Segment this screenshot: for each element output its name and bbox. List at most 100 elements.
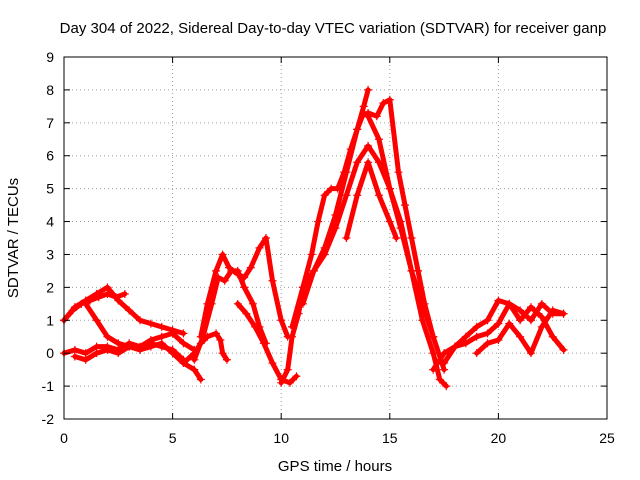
data-point-marker — [125, 306, 134, 315]
data-series-trace-3 — [81, 299, 205, 384]
data-point-marker — [429, 365, 438, 374]
data-point-marker — [277, 378, 286, 387]
data-point-marker — [526, 316, 535, 325]
x-axis-title: GPS time / hours — [278, 458, 392, 475]
data-point-marker — [292, 372, 301, 381]
y-tick-label: 5 — [46, 181, 54, 197]
data-point-marker — [372, 112, 381, 121]
data-series-trace-7 — [196, 234, 292, 341]
data-series-trace-2 — [60, 283, 188, 338]
data-point-marker — [103, 332, 112, 341]
data-point-marker — [307, 250, 316, 259]
data-point-marker — [442, 382, 451, 391]
data-point-marker — [385, 184, 394, 193]
data-point-marker — [125, 342, 134, 351]
data-point-marker — [353, 158, 362, 167]
data-point-marker — [92, 289, 101, 298]
data-point-marker — [435, 375, 444, 384]
data-point-marker — [429, 349, 438, 358]
data-series-trace-14 — [364, 95, 438, 341]
data-point-marker — [81, 299, 90, 308]
data-layer — [60, 85, 568, 391]
data-point-marker — [268, 359, 277, 368]
data-point-marker — [114, 349, 123, 358]
data-point-marker — [392, 234, 401, 242]
data-point-marker — [114, 296, 123, 305]
y-tick-label: -1 — [42, 378, 55, 394]
data-point-marker — [516, 306, 525, 315]
data-point-marker — [233, 266, 242, 275]
data-point-marker — [277, 316, 286, 325]
y-tick-label: 0 — [46, 345, 54, 361]
y-tick-label: 3 — [46, 246, 54, 262]
data-point-marker — [559, 309, 568, 318]
data-point-marker — [494, 319, 503, 328]
y-tick-label: 2 — [46, 279, 54, 295]
data-point-marker — [314, 217, 323, 226]
data-point-marker — [92, 349, 101, 358]
x-tick-label: 15 — [382, 430, 398, 446]
data-point-marker — [255, 243, 264, 252]
data-point-marker — [526, 349, 535, 358]
data-point-marker — [394, 168, 403, 177]
data-point-marker — [472, 322, 481, 331]
plot-frame — [63, 56, 608, 420]
data-point-marker — [261, 234, 270, 242]
data-point-marker — [240, 283, 249, 292]
data-point-marker — [418, 316, 427, 325]
data-point-marker — [81, 355, 90, 364]
y-axis-title: SDTVAR / TECUs — [5, 178, 22, 298]
data-point-marker — [320, 243, 329, 252]
x-tick-label: 5 — [169, 430, 177, 446]
data-point-marker — [472, 332, 481, 341]
data-point-marker — [494, 296, 503, 305]
data-point-marker — [218, 349, 227, 358]
data-point-marker — [385, 217, 394, 226]
data-point-marker — [214, 273, 223, 282]
data-point-marker — [364, 108, 373, 117]
data-point-marker — [242, 309, 251, 318]
data-point-marker — [450, 342, 459, 351]
data-point-marker — [157, 342, 166, 351]
data-point-marker — [288, 332, 297, 341]
data-point-marker — [505, 319, 514, 328]
data-point-marker — [103, 345, 112, 354]
data-point-marker — [103, 283, 112, 292]
data-point-marker — [92, 316, 101, 325]
data-point-marker — [559, 345, 568, 354]
grid-layer — [64, 57, 607, 419]
data-point-marker — [168, 329, 177, 338]
data-point-marker — [472, 349, 481, 358]
chart-title: Day 304 of 2022, Sidereal Day-to-day VTE… — [60, 20, 607, 37]
data-point-marker — [285, 378, 294, 387]
x-tick-label: 25 — [599, 430, 615, 446]
data-point-marker — [364, 141, 373, 150]
data-point-marker — [379, 99, 388, 108]
data-point-marker — [207, 299, 216, 308]
data-point-marker — [414, 266, 423, 275]
data-point-marker — [298, 299, 307, 308]
data-point-marker — [420, 299, 429, 308]
data-point-marker — [505, 299, 514, 308]
y-tick-label: 7 — [46, 115, 54, 131]
data-point-marker — [248, 299, 257, 308]
data-point-marker — [364, 158, 373, 167]
data-point-marker — [251, 322, 260, 331]
data-point-marker — [120, 289, 129, 298]
data-point-marker — [298, 283, 307, 292]
data-point-marker — [259, 339, 268, 348]
data-point-marker — [331, 210, 340, 219]
data-series-trace-8 — [190, 266, 270, 364]
data-point-marker — [483, 339, 492, 348]
y-tick-label: 1 — [46, 312, 54, 328]
data-point-marker — [220, 276, 229, 285]
data-point-marker — [222, 355, 231, 364]
data-point-marker — [199, 332, 208, 341]
data-point-marker — [526, 303, 535, 312]
data-point-marker — [537, 299, 546, 308]
data-point-marker — [429, 332, 438, 341]
x-tick-label: 0 — [60, 430, 68, 446]
data-point-marker — [461, 332, 470, 341]
x-tick-label: 10 — [273, 430, 289, 446]
